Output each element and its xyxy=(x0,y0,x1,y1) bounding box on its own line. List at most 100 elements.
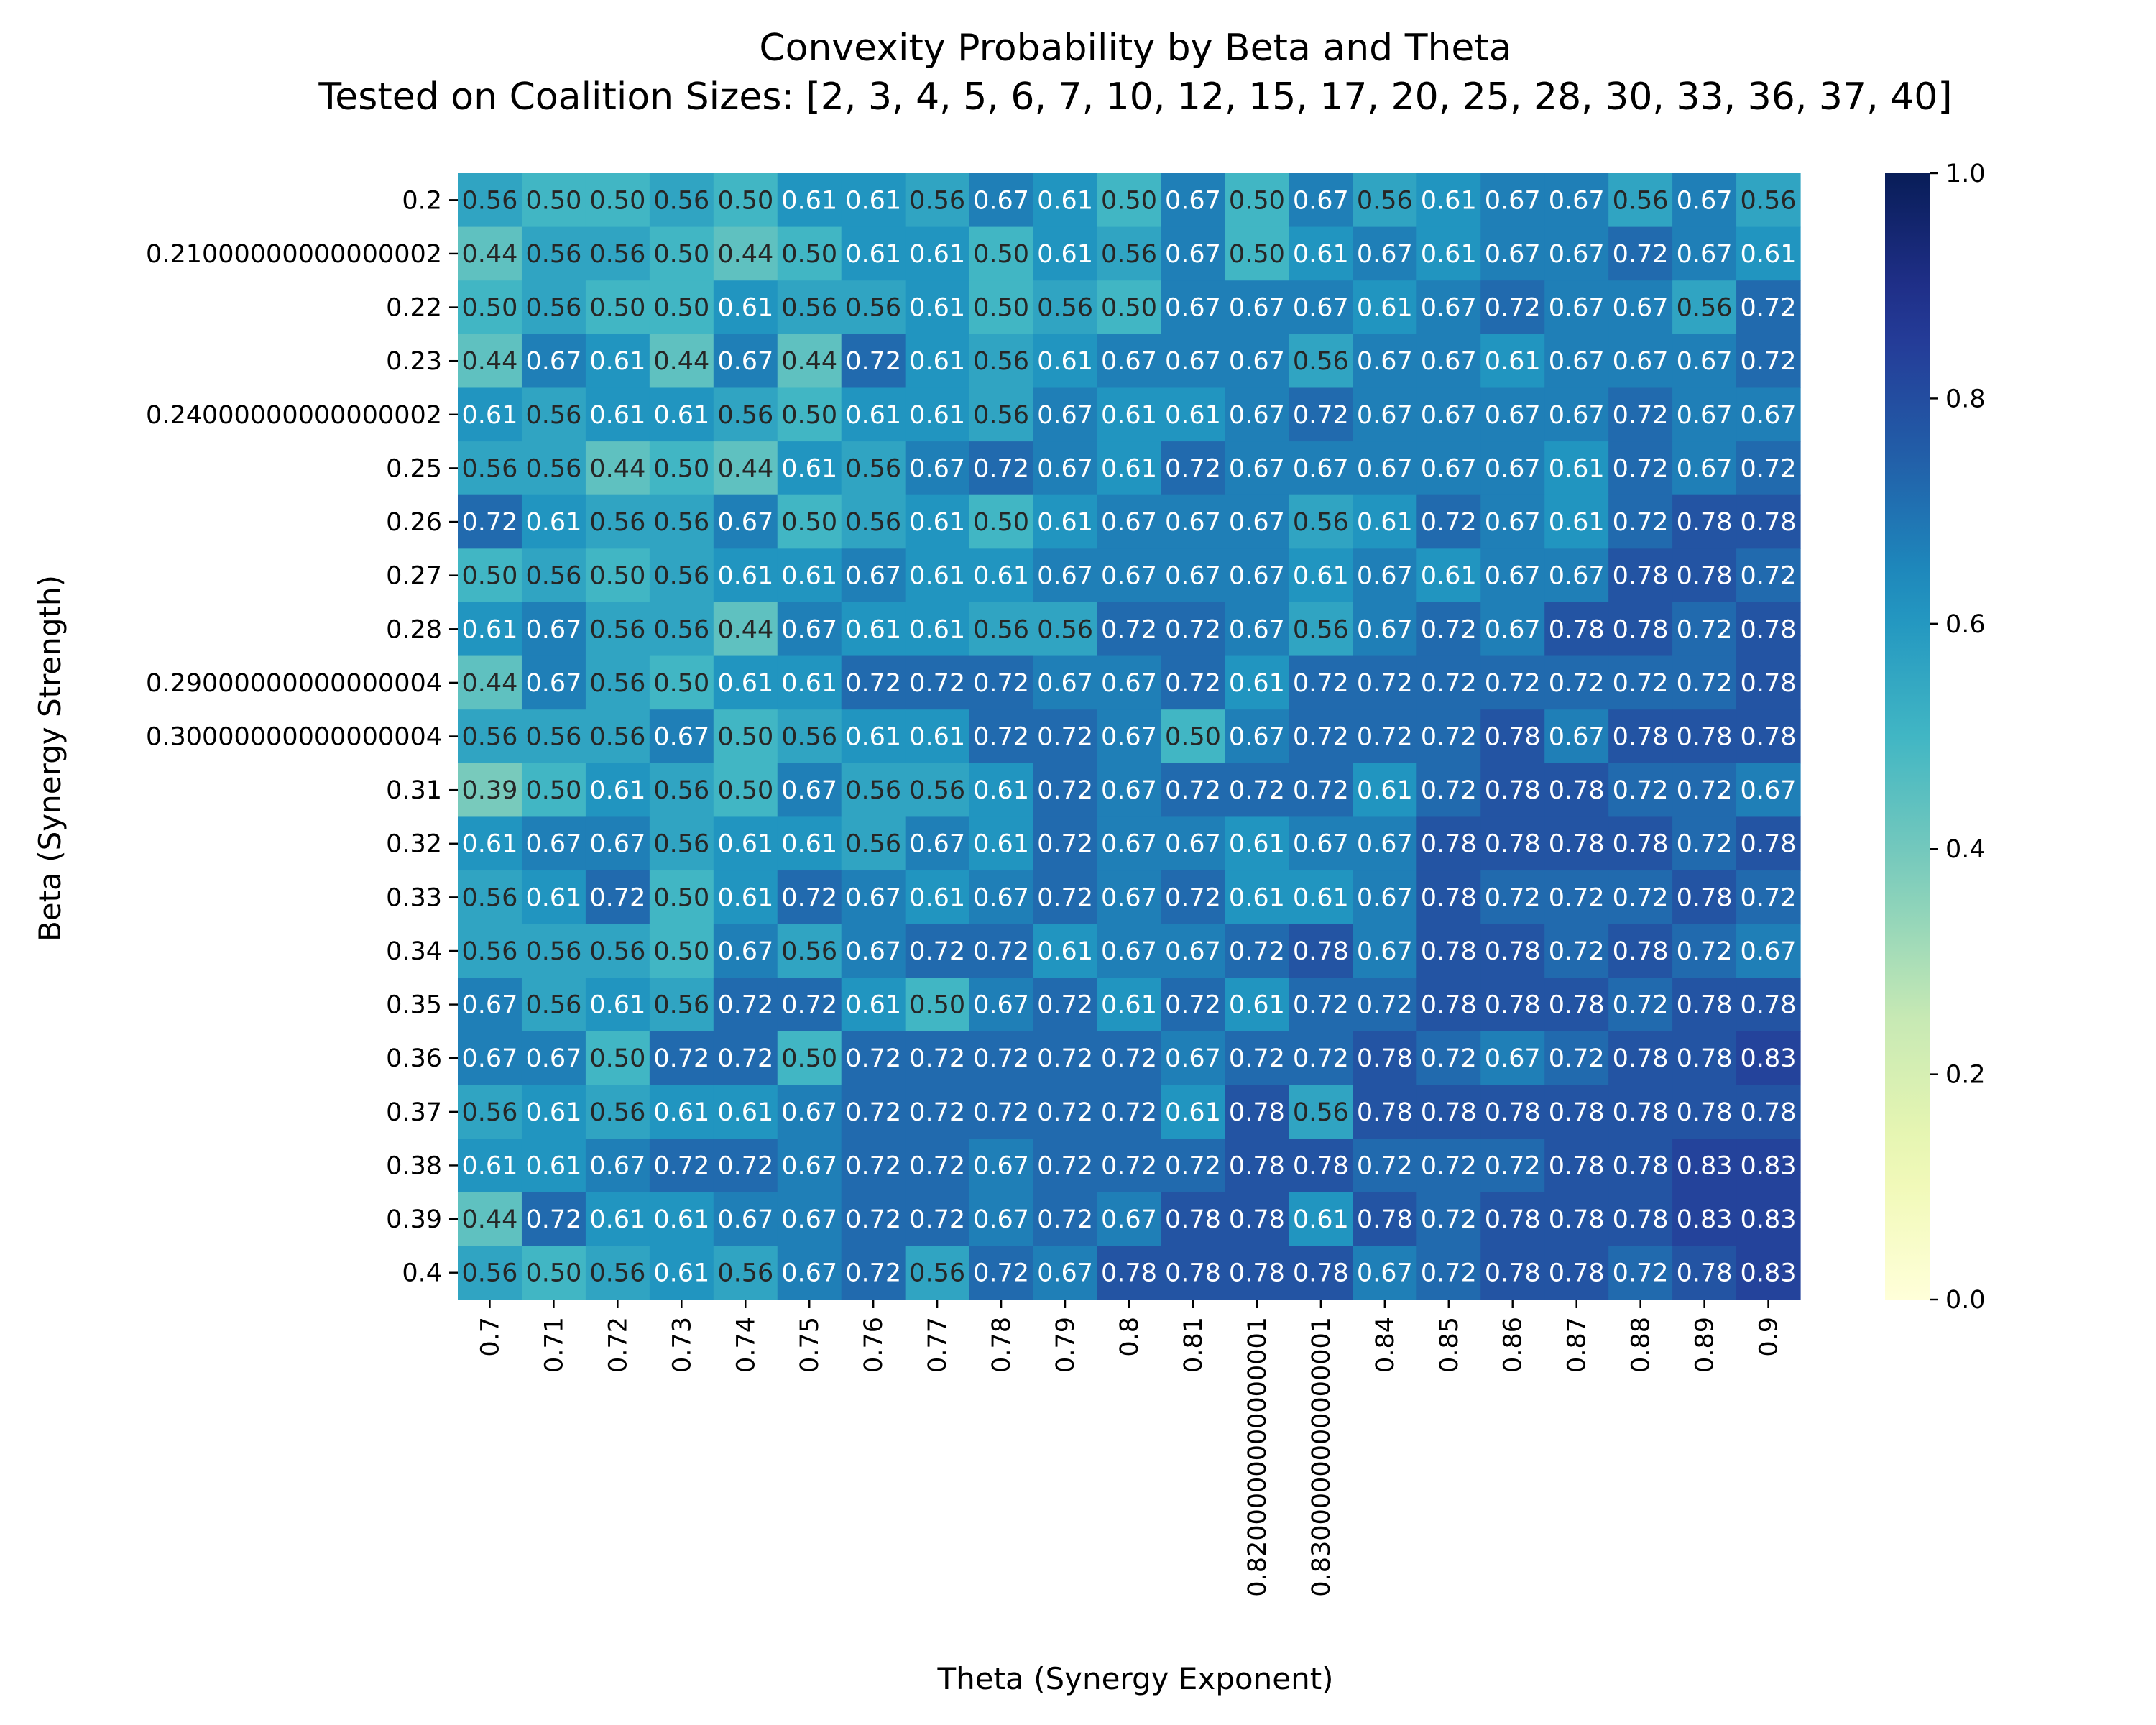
cell-value-label: 0.61 xyxy=(1037,240,1093,269)
heatmap-cell xyxy=(458,173,522,228)
heatmap-cell xyxy=(1416,870,1481,925)
cell-value-label: 0.67 xyxy=(589,830,645,859)
cell-value-label: 0.67 xyxy=(717,1205,773,1234)
heatmap-cell xyxy=(1672,387,1737,442)
cell-value-label: 0.67 xyxy=(1165,1044,1221,1073)
heatmap-cell xyxy=(841,656,906,710)
cell-value-label: 0.72 xyxy=(1101,1151,1157,1180)
cell-value-label: 0.61 xyxy=(525,1151,581,1180)
cell-value-label: 0.56 xyxy=(717,1259,773,1288)
cell-value-label: 0.72 xyxy=(973,454,1029,483)
cell-value-label: 0.67 xyxy=(717,508,773,537)
heatmap-cell xyxy=(1033,334,1098,389)
heatmap-cell xyxy=(458,1031,522,1086)
heatmap-cell xyxy=(1608,602,1673,657)
heatmap-cell xyxy=(1608,816,1673,871)
heatmap-cell xyxy=(1033,280,1098,335)
cell-value-label: 0.67 xyxy=(653,723,709,752)
cell-value-label: 0.67 xyxy=(1357,830,1413,859)
heatmap-cell xyxy=(649,763,714,818)
heatmap-cell xyxy=(969,709,1034,764)
heatmap-cell xyxy=(777,1246,842,1300)
cell-value-label: 0.61 xyxy=(1101,454,1157,483)
cell-value-label: 0.72 xyxy=(1421,615,1477,644)
heatmap-cell xyxy=(1736,1138,1801,1193)
heatmap-cell xyxy=(841,226,906,281)
cell-value-label: 0.67 xyxy=(1037,454,1093,483)
cell-value-label: 0.72 xyxy=(1037,883,1093,912)
heatmap-cell xyxy=(969,494,1034,549)
cell-value-label: 0.56 xyxy=(462,1259,518,1288)
heatmap-cell xyxy=(969,602,1034,657)
heatmap-cell xyxy=(458,334,522,389)
cell-value-label: 0.78 xyxy=(1421,937,1477,966)
cell-value-label: 0.56 xyxy=(909,186,965,215)
cell-value-label: 0.56 xyxy=(1677,294,1733,323)
cell-value-label: 0.78 xyxy=(1421,991,1477,1020)
cell-value-label: 0.78 xyxy=(1741,991,1797,1020)
heatmap-cell xyxy=(1544,548,1609,603)
heatmap-cell xyxy=(1225,173,1289,228)
heatmap-cell xyxy=(1353,1085,1417,1139)
cell-value-label: 0.61 xyxy=(525,1098,581,1127)
cell-value-label: 0.56 xyxy=(525,294,581,323)
cell-value-label: 0.78 xyxy=(1613,1205,1669,1234)
cell-value-label: 0.67 xyxy=(1549,401,1605,430)
heatmap-cell xyxy=(1544,1085,1609,1139)
cell-value-label: 0.78 xyxy=(1229,1205,1285,1234)
heatmap-cell xyxy=(713,1246,778,1300)
y-tick-label: 0.29000000000000004 xyxy=(146,669,442,698)
cell-value-label: 0.67 xyxy=(1165,937,1221,966)
heatmap-cell xyxy=(649,387,714,442)
heatmap-cell xyxy=(1161,1192,1226,1246)
heatmap-cell xyxy=(1161,494,1226,549)
cell-value-label: 0.72 xyxy=(1741,294,1797,323)
heatmap-cell xyxy=(585,1031,650,1086)
heatmap-cell xyxy=(969,387,1034,442)
heatmap-cell xyxy=(1608,924,1673,978)
heatmap-cell xyxy=(458,763,522,818)
heatmap-cell xyxy=(1544,656,1609,710)
cell-value-label: 0.61 xyxy=(1165,1098,1221,1127)
cell-value-label: 0.72 xyxy=(1357,723,1413,752)
heatmap-cell xyxy=(1416,548,1481,603)
cell-value-label: 0.61 xyxy=(1037,347,1093,376)
heatmap-cell xyxy=(777,1031,842,1086)
cell-value-label: 0.72 xyxy=(1421,669,1477,698)
heatmap-cell xyxy=(521,280,586,335)
x-tick-label: 0.72 xyxy=(604,1317,632,1373)
cell-value-label: 0.61 xyxy=(1549,454,1605,483)
cell-value-label: 0.50 xyxy=(1229,240,1285,269)
heatmap-cell xyxy=(521,816,586,871)
heatmap-cell xyxy=(649,1031,714,1086)
heatmap-cell xyxy=(585,602,650,657)
x-axis-ticks: 0.7 0.71 0.72 0.73 0.74 0.75 0.76 0.77 0.78 0.79 0… xyxy=(476,1300,1784,1597)
heatmap-cell xyxy=(1736,978,1801,1032)
heatmap-cell xyxy=(1161,441,1226,496)
heatmap-cell xyxy=(969,173,1034,228)
heatmap-cell xyxy=(458,387,522,442)
heatmap-cell xyxy=(458,441,522,496)
cell-value-label: 0.56 xyxy=(1293,1098,1349,1127)
heatmap-cell xyxy=(1416,226,1481,281)
heatmap-cell xyxy=(585,816,650,871)
heatmap-cell xyxy=(1097,709,1162,764)
x-tick-label: 0.79 xyxy=(1051,1317,1080,1373)
cell-value-label: 0.61 xyxy=(589,1205,645,1234)
heatmap-cell xyxy=(1033,1246,1098,1300)
cell-value-label: 0.61 xyxy=(781,454,837,483)
heatmap-cell xyxy=(1736,226,1801,281)
heatmap-cell xyxy=(585,1138,650,1193)
heatmap-cell xyxy=(1672,978,1737,1032)
heatmap-cell xyxy=(1289,1085,1353,1139)
heatmap-cell xyxy=(1480,978,1545,1032)
cell-value-label: 0.50 xyxy=(973,240,1029,269)
heatmap-cell xyxy=(1353,1192,1417,1246)
heatmap-cell xyxy=(1672,494,1737,549)
heatmap-cell xyxy=(1161,1138,1226,1193)
heatmap-cell xyxy=(1225,816,1289,871)
heatmap-cell xyxy=(585,1192,650,1246)
x-tick-label: 0.74 xyxy=(732,1317,760,1373)
x-tick-label: 0.78 xyxy=(987,1317,1016,1373)
heatmap-cell xyxy=(649,226,714,281)
